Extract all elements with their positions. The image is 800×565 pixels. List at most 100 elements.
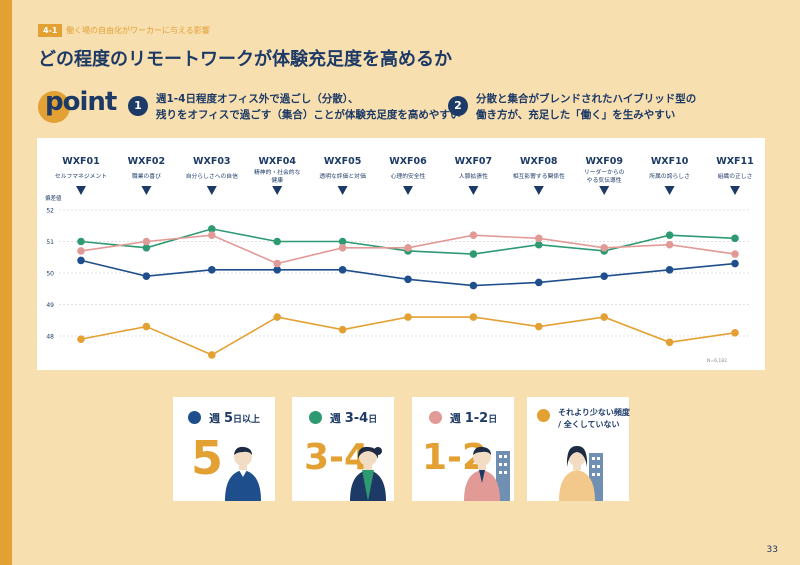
category-desc-WXF08-0: 相互影響する関係性 <box>513 172 565 180</box>
series-3-point-WXF08 <box>535 322 543 331</box>
series-1-point-WXF02 <box>142 244 151 252</box>
category-marker-WXF08 <box>533 186 544 195</box>
section-tag: 4-1 <box>38 24 63 37</box>
point-2-line1: 分散と集合がブレンドされたハイブリッド型の <box>476 93 697 105</box>
category-label-WXF01: WXF01 <box>62 156 100 167</box>
point-1-line2: 残りをオフィスで過ごす（集合）ことが体験充足度を高めやすい <box>156 109 461 121</box>
legend-card-5days: 週 5日以上 5 <box>173 397 275 501</box>
chart-note: N=6,182 <box>707 358 727 364</box>
category-desc-WXF01-0: セルフマネジメント <box>55 173 107 180</box>
legend-dot-1-2days <box>428 411 442 424</box>
line-chart: 48 49 50 51 52 偏差値 WXF01 セルフマネジメント WXF02 職業の喜び WXF… <box>45 156 754 364</box>
series-2-point-WXF10 <box>665 240 674 249</box>
series-3-point-WXF05 <box>338 325 347 334</box>
series-0-point-WXF06 <box>404 275 412 284</box>
series-3-point-WXF02 <box>142 322 151 331</box>
section-title: 働く場の自由化がワーカーに与える影響 <box>66 26 210 35</box>
legend-prefix-3-4days: 週 <box>329 411 341 425</box>
series-0-point-WXF07 <box>469 281 478 290</box>
category-label-WXF08: WXF08 <box>520 156 558 167</box>
person-illustration-less <box>559 445 603 501</box>
series-0-point-WXF01 <box>77 256 85 265</box>
category-label-WXF09: WXF09 <box>585 156 623 167</box>
legend-suffix-1-2days: 日 <box>488 414 498 425</box>
series-1-point-WXF03 <box>208 225 216 233</box>
series-1-point-WXF10 <box>665 231 674 239</box>
series-1-point-WXF04 <box>273 237 281 246</box>
point-1-text: 週1-4日程度オフィス外で過ごし（分散）、 残りをオフィスで過ごす（集合）ことが… <box>156 91 460 123</box>
legend-card-less: それより少ない頻度 / 全くしていない <box>527 397 630 501</box>
category-desc-WXF09-0: リーダーからの <box>584 168 625 176</box>
category-desc-WXF09-1: やる気伝導性 <box>587 176 622 184</box>
category-marker-WXF04 <box>272 186 283 195</box>
legend-line2-less: / 全くしていない <box>558 420 620 429</box>
category-desc-WXF06-0: 心理的安全性 <box>391 172 426 180</box>
series-3-point-WXF10 <box>665 338 674 347</box>
category-label-WXF10: WXF10 <box>651 156 689 167</box>
person-illustration-1-2days <box>464 446 510 501</box>
series-1-point-WXF08 <box>535 240 543 249</box>
category-marker-WXF09 <box>599 186 610 195</box>
category-label-WXF03: WXF03 <box>193 156 231 167</box>
category-label-WXF04: WXF04 <box>258 156 296 167</box>
point-1-line1: 週1-4日程度オフィス外で過ごし（分散）、 <box>156 93 359 105</box>
point-logo-dot <box>38 91 70 123</box>
category-desc-WXF02-0: 職業の喜び <box>132 172 161 180</box>
series-0-point-WXF08 <box>535 278 543 287</box>
category-marker-WXF11 <box>730 186 740 195</box>
category-desc-WXF11-0: 組織の正しさ <box>718 172 753 180</box>
series-1-point-WXF07 <box>469 250 478 258</box>
point-logo: point <box>38 87 118 125</box>
series-3-point-WXF09 <box>600 313 608 321</box>
series-3-point-WXF06 <box>404 313 412 321</box>
series-3-point-WXF04 <box>273 313 281 321</box>
legend-prefix-5days: 週 <box>209 411 221 425</box>
category-marker-WXF07 <box>468 186 479 195</box>
series-3-point-WXF07 <box>469 313 478 321</box>
category-desc-WXF04-1: 健康 <box>271 176 283 184</box>
category-marker-WXF05 <box>337 186 348 195</box>
legend-main-1-2days: 1-2 <box>464 410 489 426</box>
category-marker-WXF06 <box>403 186 413 195</box>
y-tick-label-48: 48 <box>46 334 54 341</box>
y-tick-label-50: 50 <box>46 271 54 278</box>
series-0-point-WXF11 <box>731 259 739 268</box>
point-1-number: 1 <box>128 96 148 116</box>
category-marker-WXF10 <box>664 186 675 195</box>
series-2-point-WXF03 <box>208 231 216 239</box>
legend-prefix-1-2days: 週 <box>449 411 461 425</box>
series-2-point-WXF06 <box>404 244 412 252</box>
y-tick-label-49: 49 <box>46 302 54 309</box>
category-desc-WXF07-0: 人脈拡張性 <box>459 172 488 180</box>
category-label-WXF02: WXF02 <box>128 156 166 167</box>
legend-head-1-2days: 週 1-2日 <box>412 407 514 426</box>
point-2-text: 分散と集合がブレンドされたハイブリッド型の 働き方が、充足した「働く」を生みやす… <box>476 91 696 123</box>
series-2-point-WXF09 <box>600 244 608 252</box>
y-tick-label-52: 52 <box>46 208 54 215</box>
category-marker-WXF02 <box>141 186 152 195</box>
y-axis-label: 偏差値 <box>45 194 62 202</box>
legend-dot-5days <box>188 411 201 424</box>
legend-suffix-5days: 日以上 <box>232 414 260 425</box>
series-0-point-WXF02 <box>142 272 151 280</box>
series-1-point-WXF11 <box>731 234 739 243</box>
series-2-point-WXF02 <box>142 237 151 246</box>
legend-main-3-4days: 3-4 <box>344 410 369 426</box>
legend-dot-less <box>537 409 550 422</box>
category-desc-WXF10-0: 所属の誇らしさ <box>649 172 690 180</box>
y-tick-label-51: 51 <box>46 239 54 246</box>
series-0-point-WXF03 <box>208 266 216 274</box>
series-1-point-WXF05 <box>338 237 347 246</box>
legend-suffix-3-4days: 日 <box>368 414 378 425</box>
chart-card: 48 49 50 51 52 偏差値 WXF01 セルフマネジメント WXF02 職業の喜び WXF… <box>37 138 765 370</box>
legend-head-3-4days: 週 3-4日 <box>292 407 394 426</box>
category-label-WXF06: WXF06 <box>389 156 427 167</box>
legend-dot-3-4days <box>308 411 322 424</box>
page-number: 33 <box>766 545 778 555</box>
series-0-point-WXF04 <box>273 266 281 274</box>
series-3-point-WXF03 <box>208 351 216 359</box>
series-2-point-WXF05 <box>338 244 347 252</box>
point-2-line2: 働き方が、充足した「働く」を生みやすい <box>476 109 676 121</box>
category-desc-WXF04-0: 精神的・社会的な <box>254 168 301 176</box>
series-2-point-WXF04 <box>273 259 281 268</box>
